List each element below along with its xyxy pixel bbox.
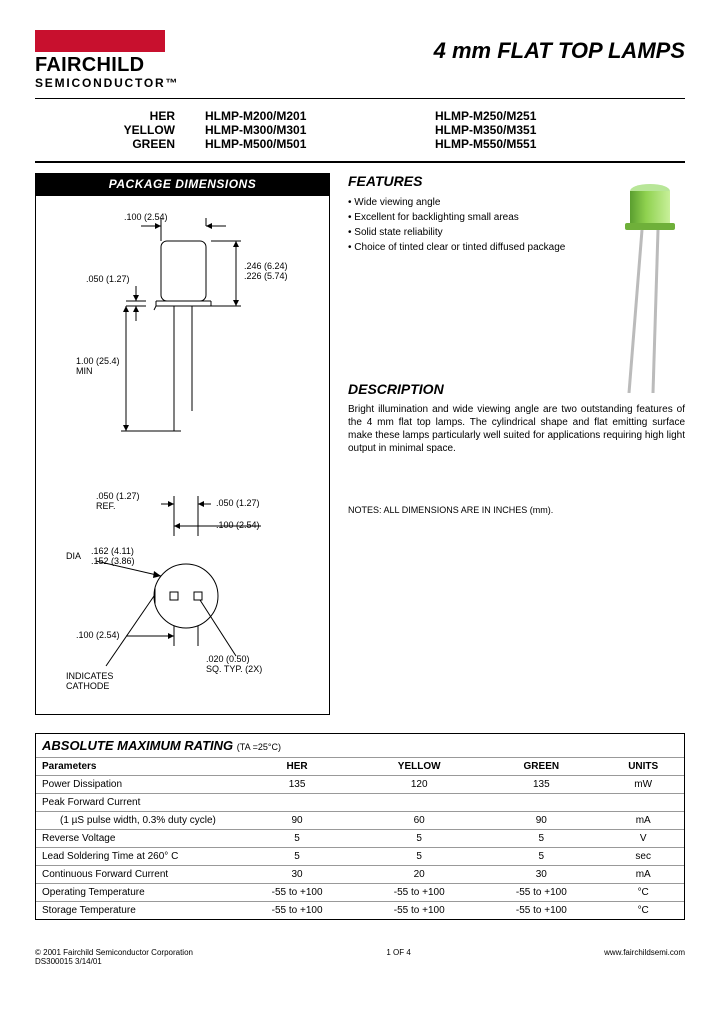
table-cell xyxy=(236,794,358,812)
table-cell: 135 xyxy=(480,776,602,794)
table-cell: Reverse Voltage xyxy=(36,830,236,848)
part-number: HLMP-M300/M301 xyxy=(205,123,405,137)
page-title: 4 mm FLAT TOP LAMPS xyxy=(434,38,685,64)
table-cell: 5 xyxy=(358,848,480,866)
table-cell: 20 xyxy=(358,866,480,884)
package-dimensions-header: PACKAGE DIMENSIONS xyxy=(35,173,330,195)
table-cell: Peak Forward Current xyxy=(36,794,236,812)
page-number: 1 OF 4 xyxy=(193,948,604,966)
doc-number: DS300015 3/14/01 xyxy=(35,957,193,966)
table-cell: 5 xyxy=(480,830,602,848)
table-cell: -55 to +100 xyxy=(358,902,480,920)
table-header: GREEN xyxy=(480,758,602,776)
table-cell: V xyxy=(602,830,684,848)
rating-table: ParametersHERYELLOWGREENUNITS Power Diss… xyxy=(36,757,684,919)
table-cell: Storage Temperature xyxy=(36,902,236,920)
dimension-label: .050 (1.27) xyxy=(216,498,260,508)
table-header: UNITS xyxy=(602,758,684,776)
website-url: www.fairchildsemi.com xyxy=(604,948,685,966)
table-cell xyxy=(602,794,684,812)
color-label: YELLOW xyxy=(75,123,175,137)
table-cell: Lead Soldering Time at 260° C xyxy=(36,848,236,866)
footer: © 2001 Fairchild Semiconductor Corporati… xyxy=(35,948,685,966)
description-text: Bright illumination and wide viewing ang… xyxy=(348,403,685,455)
copyright: © 2001 Fairchild Semiconductor Corporati… xyxy=(35,948,193,957)
part-number: HLMP-M250/M251 xyxy=(435,109,605,123)
part-number: HLMP-M350/M351 xyxy=(435,123,605,137)
table-cell: sec xyxy=(602,848,684,866)
dimension-label: .020 (0.50)SQ. TYP. (2X) xyxy=(206,654,262,674)
table-cell: °C xyxy=(602,884,684,902)
dimension-label: DIA xyxy=(66,551,81,561)
table-cell: -55 to +100 xyxy=(480,902,602,920)
table-cell: Operating Temperature xyxy=(36,884,236,902)
table-cell xyxy=(480,794,602,812)
table-cell: -55 to +100 xyxy=(480,884,602,902)
table-row: Reverse Voltage555V xyxy=(36,830,684,848)
dimension-label: .100 (2.54) xyxy=(216,520,260,530)
header: FAIRCHILD SEMICONDUCTOR™ 4 mm FLAT TOP L… xyxy=(35,30,685,90)
dimension-label: .246 (6.24).226 (5.74) xyxy=(244,261,288,281)
color-label: GREEN xyxy=(75,137,175,151)
table-cell: -55 to +100 xyxy=(358,884,480,902)
dimension-notes: NOTES: ALL DIMENSIONS ARE IN INCHES (mm)… xyxy=(348,505,685,515)
table-cell: 90 xyxy=(480,812,602,830)
table-cell: 90 xyxy=(236,812,358,830)
rating-title: ABSOLUTE MAXIMUM RATING (TA =25°C) xyxy=(36,734,684,757)
table-cell: Power Dissipation xyxy=(36,776,236,794)
table-header: HER xyxy=(236,758,358,776)
table-cell: 135 xyxy=(236,776,358,794)
table-cell: -55 to +100 xyxy=(236,884,358,902)
table-cell xyxy=(358,794,480,812)
dimension-label: .050 (1.27)REF. xyxy=(96,491,140,511)
table-header: Parameters xyxy=(36,758,236,776)
table-row: Power Dissipation135120135mW xyxy=(36,776,684,794)
absolute-maximum-rating: ABSOLUTE MAXIMUM RATING (TA =25°C) Param… xyxy=(35,733,685,920)
dimension-label: .100 (2.54) xyxy=(76,630,120,640)
dimension-label: .162 (4.11).152 (3.86) xyxy=(91,546,135,566)
table-cell: 5 xyxy=(480,848,602,866)
table-cell: 5 xyxy=(236,830,358,848)
table-cell: -55 to +100 xyxy=(236,902,358,920)
table-row: Lead Soldering Time at 260° C555sec xyxy=(36,848,684,866)
table-row: Peak Forward Current xyxy=(36,794,684,812)
led-illustration xyxy=(595,173,685,393)
table-cell: mA xyxy=(602,866,684,884)
table-row: (1 µS pulse width, 0.3% duty cycle)90609… xyxy=(36,812,684,830)
part-number: HLMP-M550/M551 xyxy=(435,137,605,151)
logo-sub: SEMICONDUCTOR™ xyxy=(35,76,179,90)
dimension-label: 1.00 (25.4)MIN xyxy=(76,356,120,376)
divider-thick xyxy=(35,161,685,163)
table-cell: Continuous Forward Current xyxy=(36,866,236,884)
table-cell: (1 µS pulse width, 0.3% duty cycle) xyxy=(36,812,236,830)
table-cell: 5 xyxy=(358,830,480,848)
table-header: YELLOW xyxy=(358,758,480,776)
dimension-label: .100 (2.54) xyxy=(124,212,168,222)
table-cell: 30 xyxy=(236,866,358,884)
part-number: HLMP-M500/M501 xyxy=(205,137,405,151)
table-cell: 30 xyxy=(480,866,602,884)
dimension-label: INDICATESCATHODE xyxy=(66,671,113,691)
table-row: Continuous Forward Current302030mA xyxy=(36,866,684,884)
dimension-label: .050 (1.27) xyxy=(86,274,130,284)
divider xyxy=(35,98,685,99)
part-numbers: HER YELLOW GREEN HLMP-M200/M201 HLMP-M30… xyxy=(35,103,685,157)
color-label: HER xyxy=(75,109,175,123)
table-row: Storage Temperature-55 to +100-55 to +10… xyxy=(36,902,684,920)
table-row: Operating Temperature-55 to +100-55 to +… xyxy=(36,884,684,902)
logo-bar xyxy=(35,30,165,52)
logo: FAIRCHILD SEMICONDUCTOR™ xyxy=(35,30,179,90)
table-cell: 60 xyxy=(358,812,480,830)
part-number: HLMP-M200/M201 xyxy=(205,109,405,123)
package-dimensions-diagram: .100 (2.54) .050 (1.27) .246 (6.24).226 … xyxy=(35,195,330,715)
table-cell: 120 xyxy=(358,776,480,794)
table-cell: 5 xyxy=(236,848,358,866)
table-cell: mW xyxy=(602,776,684,794)
logo-brand: FAIRCHILD xyxy=(35,54,179,77)
table-cell: mA xyxy=(602,812,684,830)
table-cell: °C xyxy=(602,902,684,920)
